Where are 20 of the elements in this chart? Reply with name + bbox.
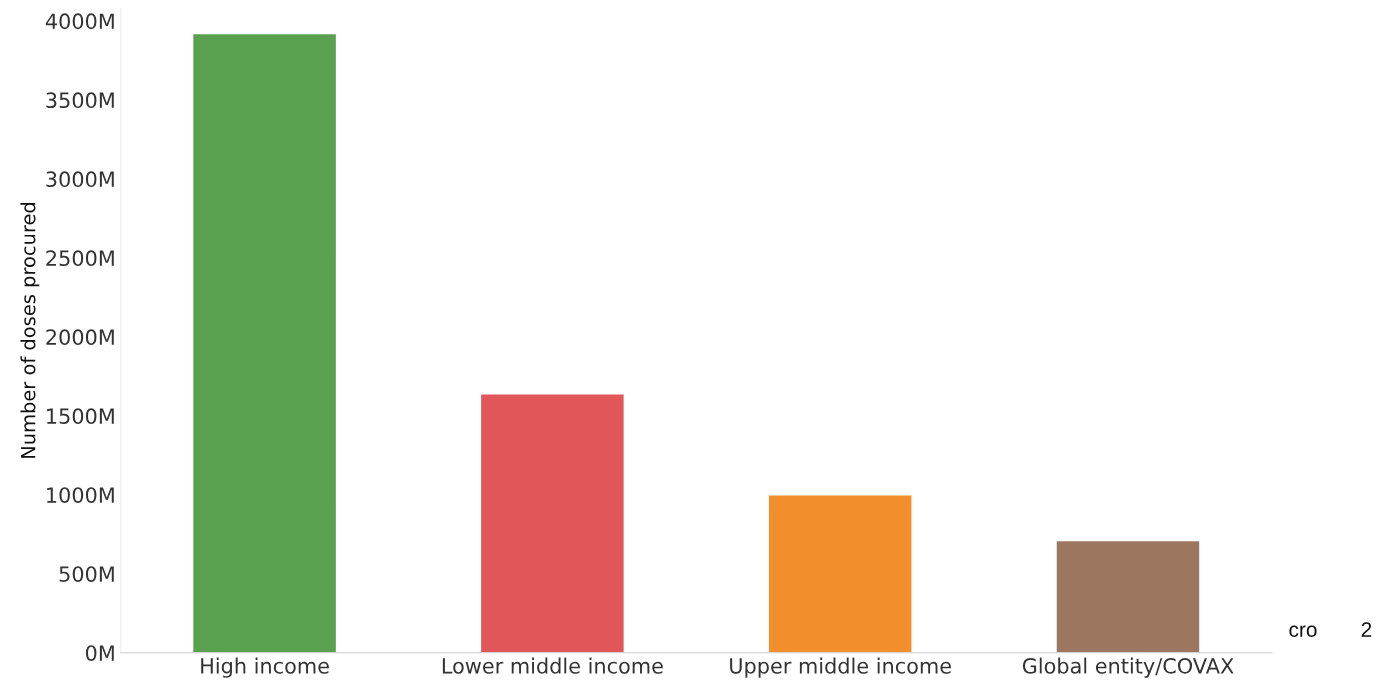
x-tick-label: Lower middle income xyxy=(442,657,663,674)
x-tick-label: High income xyxy=(201,657,329,678)
y-tick-label: 0M xyxy=(85,645,114,661)
bar xyxy=(191,32,338,653)
bar xyxy=(1055,539,1201,653)
x-tick-label: Upper middle income xyxy=(730,657,951,678)
y-axis-title: Number of doses procured xyxy=(20,203,40,458)
x-tick-label: Global entity/COVAX xyxy=(1022,657,1234,678)
y-tick-label: 3000M xyxy=(46,171,114,188)
bar xyxy=(479,392,626,653)
y-tick-label: 2000M xyxy=(46,329,114,346)
y-tick-label: 1500M xyxy=(47,408,114,425)
y-tick-label: 500M xyxy=(59,566,114,582)
y-tick-label: 4000M xyxy=(45,13,114,30)
y-tick-label: 2500M xyxy=(46,250,114,267)
bar xyxy=(767,494,913,653)
text: 2 xyxy=(1361,622,1372,637)
text: cro xyxy=(1289,625,1317,637)
y-tick-label: 3500M xyxy=(46,92,114,109)
y-tick-label: 1000M xyxy=(47,487,114,503)
